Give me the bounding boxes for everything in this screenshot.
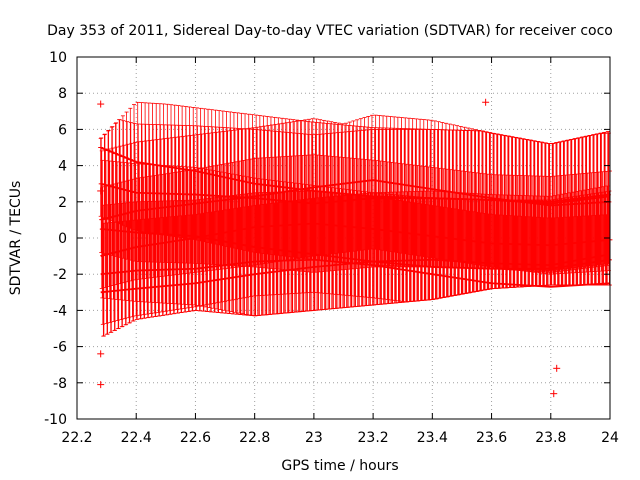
x-tick-label: 22.2 bbox=[61, 430, 92, 446]
data-series bbox=[98, 101, 613, 337]
x-tick-label: 24 bbox=[601, 430, 619, 446]
outlier-point bbox=[482, 98, 490, 106]
outlier-point bbox=[553, 364, 561, 372]
x-tick-label: 23.2 bbox=[358, 430, 389, 446]
chart-title: Day 353 of 2011, Sidereal Day-to-day VTE… bbox=[47, 23, 613, 39]
series-mean-line bbox=[100, 222, 611, 257]
outlier-points bbox=[97, 98, 561, 398]
x-tick-label: 23.4 bbox=[417, 430, 448, 446]
y-tick-label: 10 bbox=[49, 50, 67, 66]
x-tick-labels: 22.2 22.4 22.6 22.8 23 23.2 23.4 23.6 23.8 24 bbox=[61, 430, 619, 446]
y-tick-label: -2 bbox=[53, 267, 67, 283]
y-tick-label: 8 bbox=[58, 86, 67, 102]
outlier-point bbox=[97, 350, 105, 358]
x-tick-label: 22.6 bbox=[180, 430, 211, 446]
axis-ticks bbox=[76, 56, 611, 420]
y-tick-label: 4 bbox=[58, 159, 67, 175]
x-tick-label: 23 bbox=[305, 430, 323, 446]
series-mean-line bbox=[100, 253, 611, 294]
y-axis-label: SDTVAR / TECUs bbox=[8, 181, 24, 296]
y-tick-labels: -10 -8 -6 -4 -2 0 2 4 6 8 10 bbox=[44, 50, 67, 428]
x-tick-label: 23.8 bbox=[535, 430, 566, 446]
y-tick-label: 0 bbox=[58, 231, 67, 247]
outlier-point bbox=[97, 187, 105, 195]
y-tick-label: -6 bbox=[53, 340, 67, 356]
outlier-point bbox=[550, 390, 558, 398]
outlier-point bbox=[97, 381, 105, 389]
y-tick-label: 6 bbox=[58, 122, 67, 138]
x-tick-label: 22.8 bbox=[239, 430, 270, 446]
x-tick-label: 22.4 bbox=[121, 430, 152, 446]
x-axis-label: GPS time / hours bbox=[281, 458, 398, 474]
y-tick-label: -10 bbox=[44, 412, 67, 428]
x-tick-label: 23.6 bbox=[476, 430, 507, 446]
series-sat-g bbox=[100, 185, 611, 337]
y-tick-label: -4 bbox=[53, 303, 67, 319]
series-sat-e bbox=[100, 154, 613, 325]
y-tick-label: 2 bbox=[58, 195, 67, 211]
y-tick-label: -8 bbox=[53, 376, 67, 392]
outlier-point bbox=[97, 100, 105, 108]
series-mean-line bbox=[100, 258, 611, 288]
